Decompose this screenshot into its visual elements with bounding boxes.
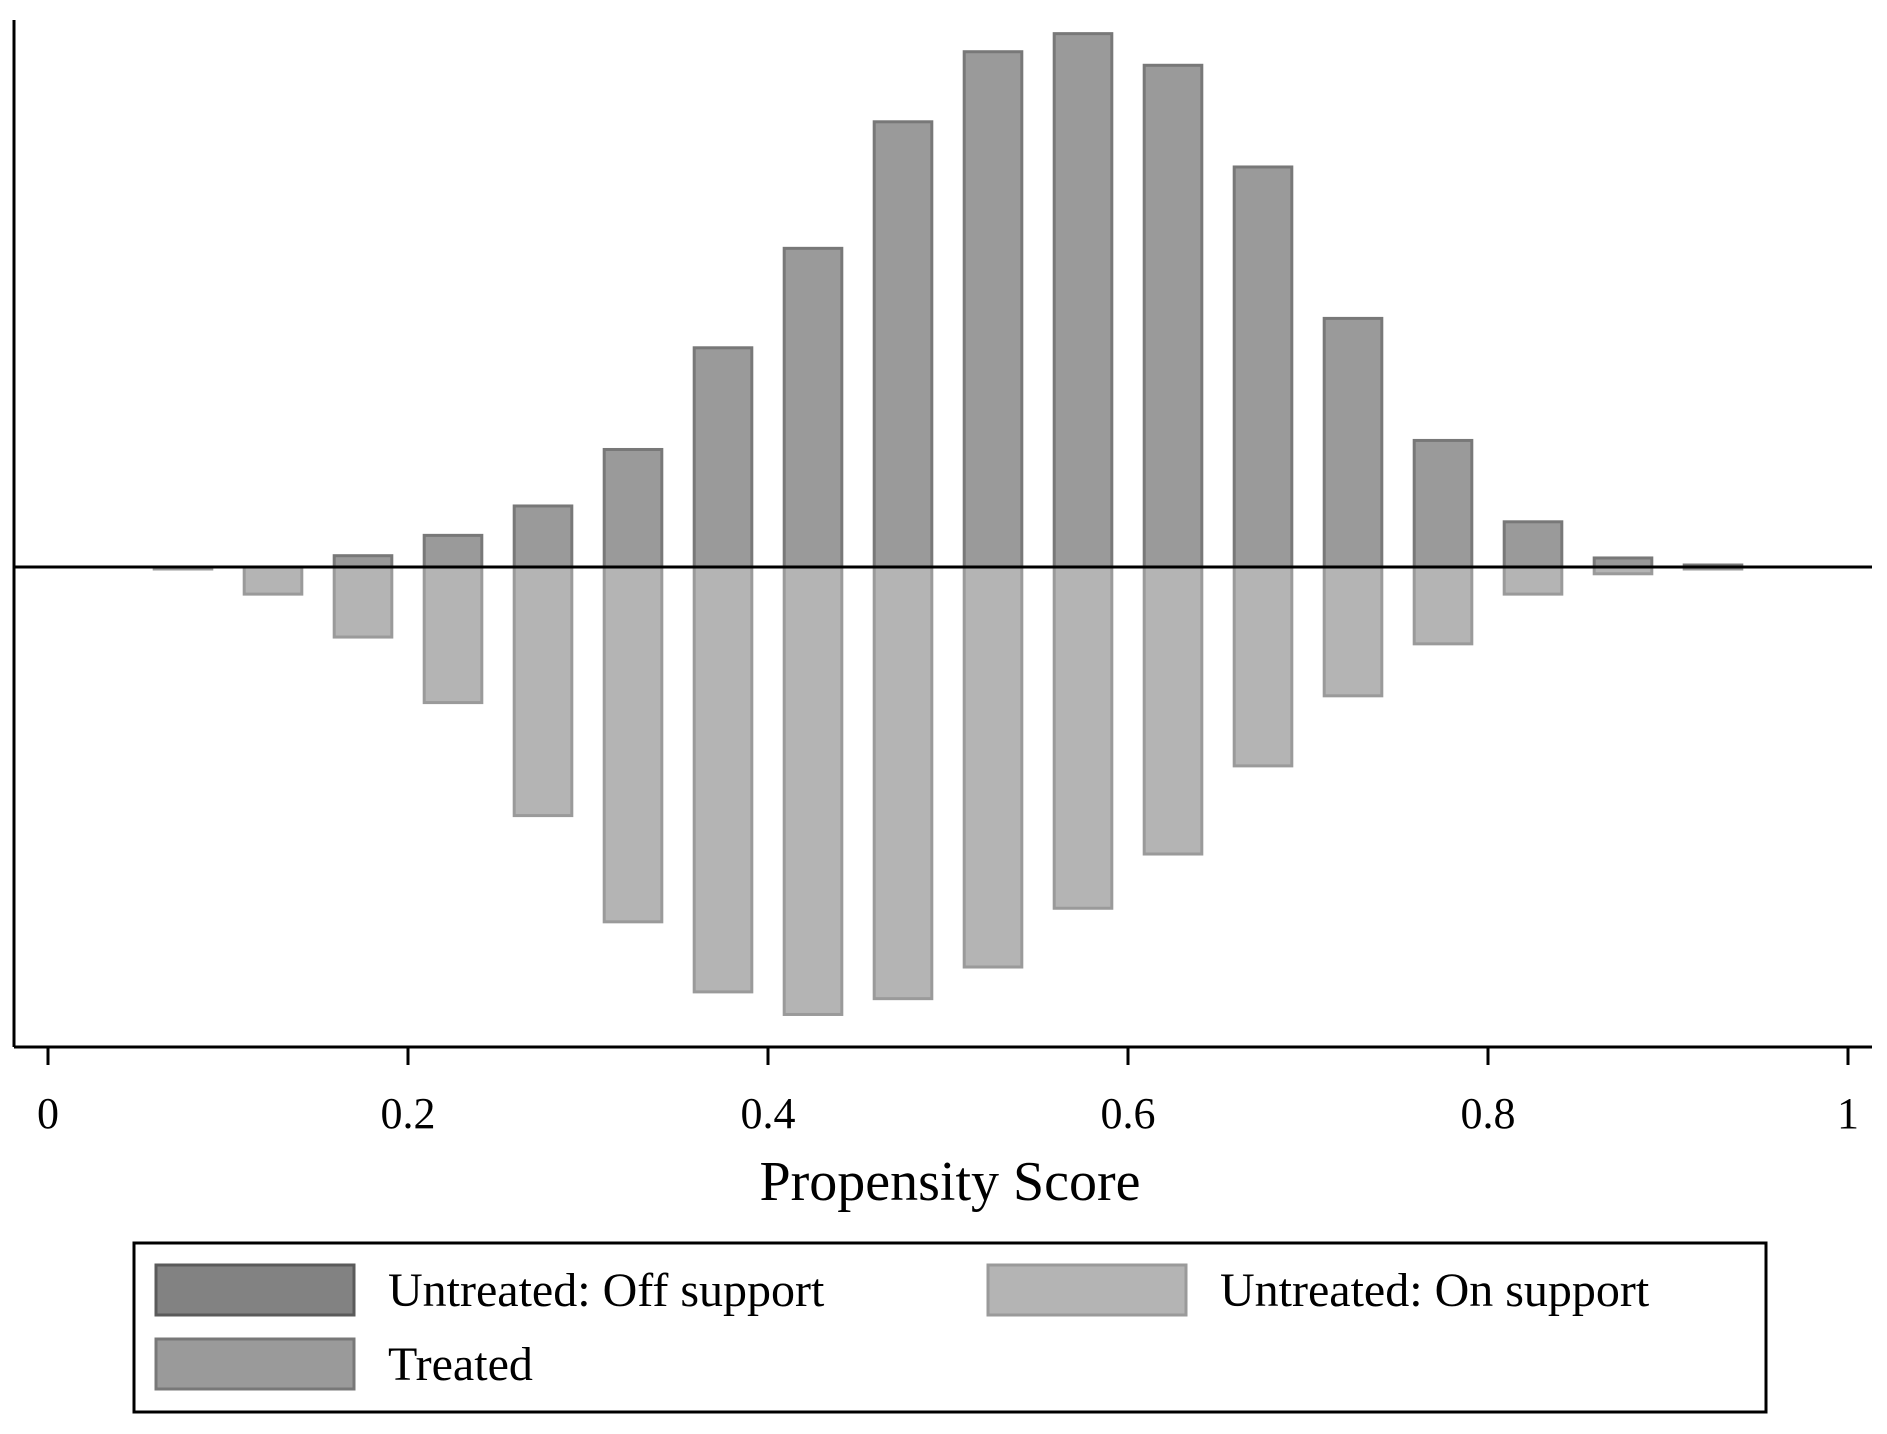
bar-treated-15: [1502, 520, 1564, 569]
bar-untreated_on-11: [1142, 565, 1204, 856]
bar-untreated_on-10: [1052, 565, 1114, 910]
bar-untreated_on-4: [512, 565, 574, 818]
x-tick-label-2: 0.4: [741, 1089, 796, 1138]
x-tick-label-1: 0.2: [381, 1089, 436, 1138]
x-axis-title: Propensity Score: [759, 1151, 1140, 1213]
bar-treated-4: [512, 504, 574, 569]
bar-untreated_on-6: [692, 565, 754, 994]
bar-untreated_on-3: [422, 565, 484, 705]
legend-label-untreated_on: Untreated: On support: [1220, 1264, 1650, 1317]
legend-swatch-untreated_on: [986, 1263, 1188, 1317]
bar-untreated_on-2: [332, 565, 394, 639]
bar-treated-7: [782, 246, 844, 569]
bar-untreated_on-13: [1322, 565, 1384, 698]
bar-treated-3: [422, 533, 484, 569]
legend: Untreated: Off support Untreated: On supp…: [132, 1241, 1768, 1414]
bar-treated-6: [692, 346, 754, 569]
bar-untreated_on-8: [872, 565, 934, 1001]
bar-untreated_on-7: [782, 565, 844, 1016]
bar-untreated_on-14: [1412, 565, 1474, 646]
legend-label-untreated_off: Untreated: Off support: [388, 1264, 825, 1317]
bar-treated-8: [872, 120, 934, 569]
bar-untreated_on-5: [602, 565, 664, 924]
bar-untreated_on-12: [1232, 565, 1294, 768]
bar-untreated_on-9: [962, 565, 1024, 969]
legend-swatch-treated: [154, 1337, 356, 1391]
bar-treated-11: [1142, 63, 1204, 569]
legend-frame: [132, 1241, 1768, 1414]
bar-treated-9: [962, 50, 1024, 569]
bar-treated-10: [1052, 32, 1114, 569]
legend-label-treated: Treated: [388, 1338, 533, 1391]
bar-treated-13: [1322, 316, 1384, 569]
x-tick-label-5: 1: [1837, 1089, 1859, 1138]
x-tick-label-0: 0: [37, 1089, 59, 1138]
bar-untreated_on-1: [242, 565, 304, 596]
x-tick-label-3: 0.6: [1101, 1089, 1156, 1138]
bar-treated-12: [1232, 165, 1294, 569]
bar-treated-14: [1412, 438, 1474, 569]
bar-treated-2: [332, 554, 394, 569]
legend-swatch-untreated_off: [154, 1263, 356, 1317]
bar-treated-5: [602, 447, 664, 569]
bars-layer: [152, 32, 1744, 1016]
bar-untreated_on-15: [1502, 565, 1564, 596]
x-tick-label-4: 0.8: [1461, 1089, 1516, 1138]
x-axis-ticks: 0 0.2 0.4 0.6 0.8 1: [37, 1047, 1859, 1138]
